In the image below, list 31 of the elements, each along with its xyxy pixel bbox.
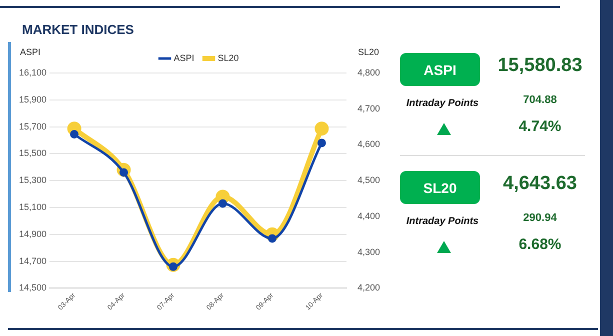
text: 4.74%	[518, 118, 562, 135]
y2-tick-label: 4,600	[357, 139, 380, 150]
y-tick-label: 14,900	[18, 228, 47, 239]
text: 6.68%	[518, 236, 562, 253]
y-tick-label: 15,500	[18, 148, 47, 158]
y-tick-label: 14,700	[18, 256, 47, 266]
text: SL20	[400, 171, 480, 204]
y-tick-label: 15,900	[18, 94, 47, 104]
text: 15,580.83	[496, 55, 584, 77]
legend-label: ASPI	[174, 52, 194, 63]
y-tick-label: 15,700	[18, 121, 47, 132]
text: Intraday Points	[405, 216, 480, 227]
y2-tick-label: 4,500	[357, 175, 380, 186]
y-tick-label: 15,300	[18, 175, 47, 186]
text: 4,643.63	[502, 173, 578, 195]
legend-label: SL20	[218, 52, 239, 63]
y2-tick-label: 4,200	[357, 282, 380, 293]
text: Intraday Points	[405, 98, 480, 109]
text: 704.88	[522, 94, 558, 106]
y2-axis-title: SL20	[358, 46, 379, 57]
chart-title: MARKET INDICES	[22, 22, 134, 37]
y2-tick-label: 4,700	[357, 103, 380, 114]
y2-tick-label: 4,800	[357, 67, 380, 78]
y-tick-label: 15,100	[18, 202, 47, 212]
y2-tick-label: 4,300	[357, 246, 380, 257]
text: ASPI	[400, 53, 480, 86]
y-tick-label: 16,100	[18, 67, 47, 78]
text: 290.94	[522, 212, 558, 224]
y2-tick-label: 4,400	[357, 210, 380, 221]
y-axis-title: ASPI	[20, 46, 41, 57]
y-tick-label: 14,500	[18, 282, 47, 293]
